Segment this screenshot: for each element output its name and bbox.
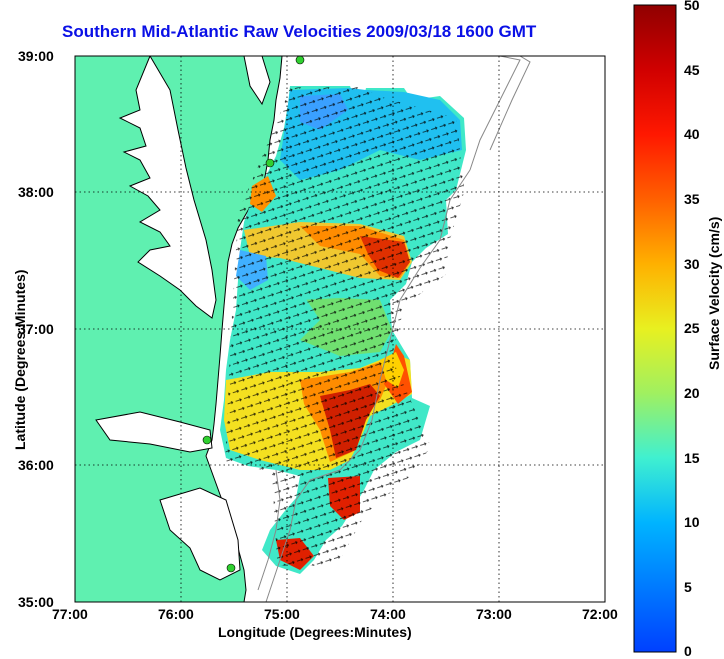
x-tick-label: 73:00: [476, 606, 512, 622]
colorbar-tick-label: 10: [684, 514, 700, 530]
delaware-bay: [243, 56, 271, 106]
x-axis-label: Longitude (Degrees:Minutes): [218, 624, 412, 640]
x-tick-label: 72:00: [582, 606, 618, 622]
station-marker-4: [226, 563, 236, 573]
pamlico-sound: [159, 487, 241, 581]
station-marker-2: [265, 158, 275, 168]
colorbar-tick-label: 40: [684, 126, 700, 142]
colorbar-tick-label: 30: [684, 256, 700, 272]
x-tick-label: 75:00: [264, 606, 300, 622]
plot-frame: [74, 55, 606, 603]
colorbar-label: Surface Velocity (cm/s): [706, 216, 722, 370]
colorbar-tick-label: 15: [684, 450, 700, 466]
y-tick-label: 36:00: [18, 457, 54, 473]
y-tick-label: 35:00: [18, 594, 54, 610]
colorbar-tick-label: 45: [684, 62, 700, 78]
colorbar-tick-label: 35: [684, 191, 700, 207]
y-axis-label: Latitude (Degrees:Minutes): [12, 269, 28, 450]
colorbar-tick-label: 5: [684, 579, 692, 595]
x-tick-label: 77:00: [52, 606, 88, 622]
x-tick-label: 74:00: [370, 606, 406, 622]
albemarle-sound: [95, 411, 213, 453]
chesapeake-bay: [118, 56, 217, 319]
station-marker-1: [295, 55, 305, 65]
colorbar: [633, 4, 677, 653]
colorbar-tick-label: 25: [684, 320, 700, 336]
map-title: Southern Mid-Atlantic Raw Velocities 200…: [62, 22, 537, 41]
colorbar-tick-label: 50: [684, 0, 700, 13]
colorbar-tick-label: 0: [684, 643, 692, 659]
y-tick-label: 39:00: [18, 48, 54, 64]
bathymetry-contours: [257, 56, 531, 602]
x-tick-label: 76:00: [158, 606, 194, 622]
y-tick-label: 38:00: [18, 184, 54, 200]
station-marker-3: [202, 435, 212, 445]
colorbar-tick-label: 20: [684, 385, 700, 401]
y-tick-label: 37:00: [18, 321, 54, 337]
lat-lon-grid: [75, 56, 605, 602]
